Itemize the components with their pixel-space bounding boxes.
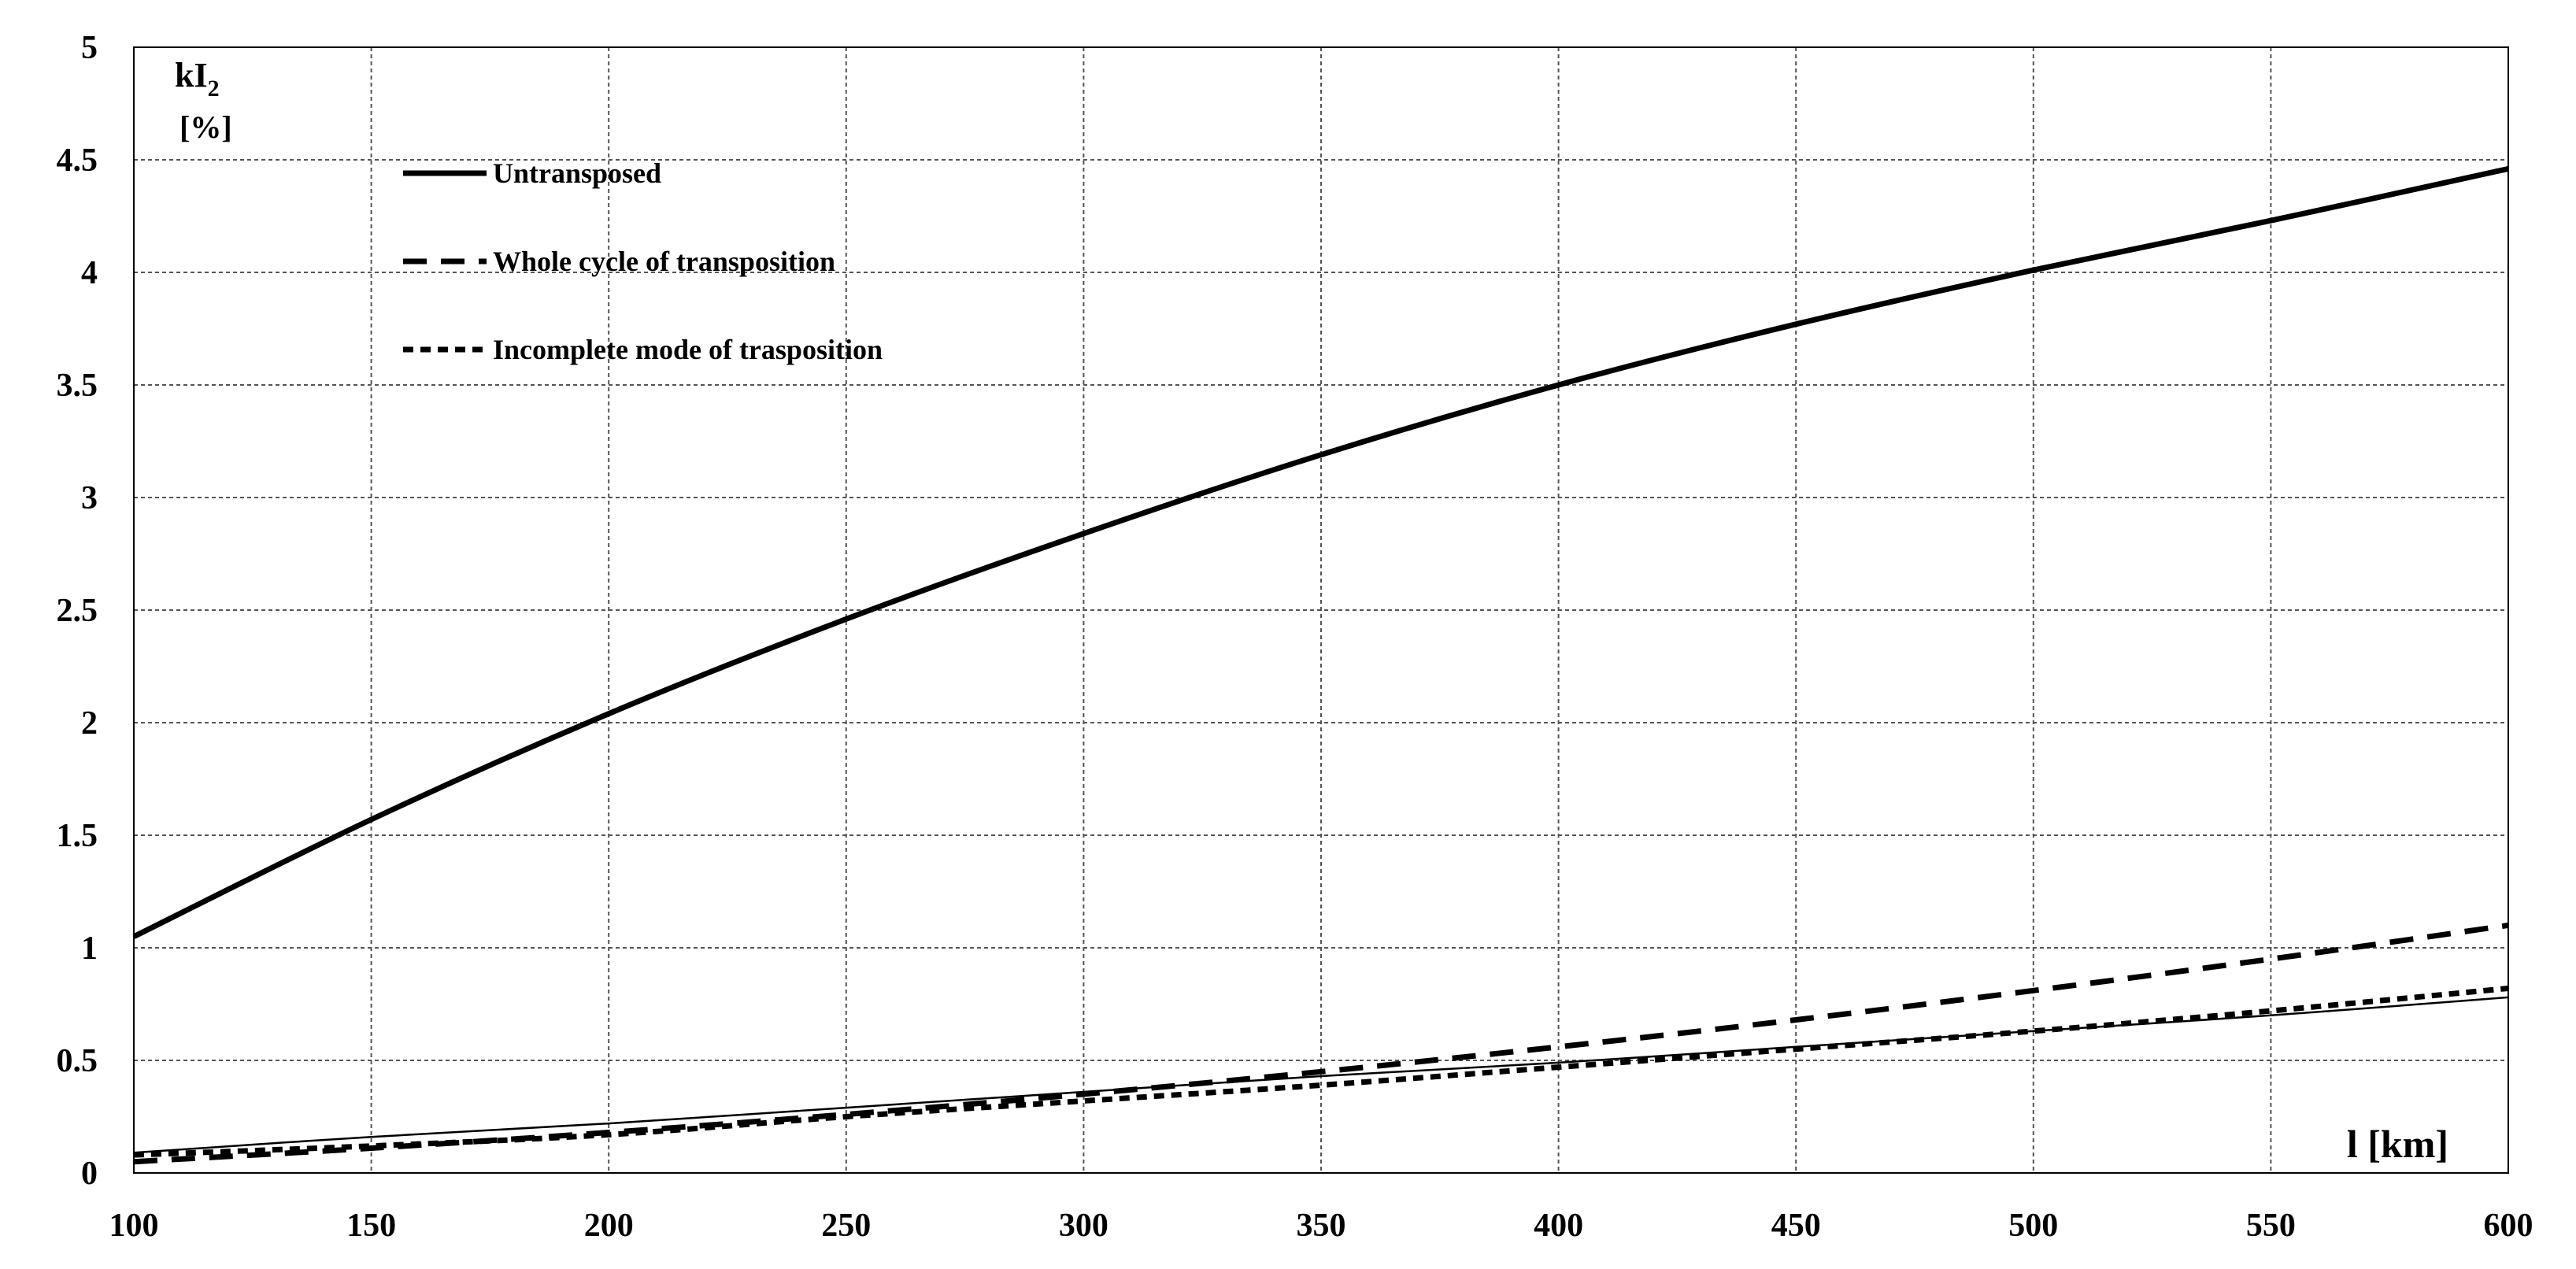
y-tick-label: 3.5 (57, 368, 98, 404)
legend-label: Untransposed (493, 157, 661, 189)
y-tick-label: 4 (81, 255, 98, 291)
x-tick-label: 550 (2246, 1208, 2296, 1244)
y-tick-label: 5 (81, 30, 98, 66)
x-tick-label: 100 (109, 1208, 159, 1244)
x-tick-label: 200 (584, 1208, 634, 1244)
y-axis-ticks: 0 0.5 1 1.5 2 2.5 3 3.5 4 4.5 5 (57, 30, 98, 1192)
x-tick-label: 450 (1771, 1208, 1821, 1244)
y-tick-label: 2 (81, 705, 98, 742)
grid (134, 47, 2508, 1173)
x-axis-ticks: 100 150 200 250 300 350 400 450 500 550 600 (109, 1208, 2533, 1244)
x-tick-label: 250 (821, 1208, 871, 1244)
legend-label: Incomplete mode of trasposition (493, 334, 883, 365)
series-line-unlabeled (133, 996, 2509, 1154)
y-tick-label: 4.5 (57, 142, 98, 179)
legend: Untransposed Whole cycle of transposition… (403, 157, 883, 365)
x-axis-label: l [km] (2347, 1122, 2448, 1166)
x-tick-label: 600 (2484, 1208, 2533, 1244)
y-tick-label: 0.5 (57, 1043, 98, 1079)
y-axis-unit: [%] (180, 109, 232, 145)
x-tick-label: 400 (1534, 1208, 1583, 1244)
plot-frame (133, 46, 2509, 1174)
y-tick-label: 1.5 (57, 818, 98, 854)
y-tick-label: 0 (81, 1156, 98, 1192)
legend-label: Whole cycle of transposition (493, 246, 835, 277)
y-tick-label: 1 (81, 930, 98, 967)
x-tick-label: 150 (346, 1208, 396, 1244)
y-tick-label: 3 (81, 480, 98, 516)
y-tick-label: 2.5 (57, 593, 98, 629)
y-axis-label: kI2 (175, 56, 220, 102)
x-tick-label: 300 (1059, 1208, 1108, 1244)
series-line-incomplete-mode-of-trasposition (133, 986, 2509, 1158)
x-tick-label: 500 (2008, 1208, 2058, 1244)
series-line-untransposed (132, 165, 2509, 939)
series-layer (132, 165, 2509, 1165)
x-tick-label: 350 (1297, 1208, 1346, 1244)
